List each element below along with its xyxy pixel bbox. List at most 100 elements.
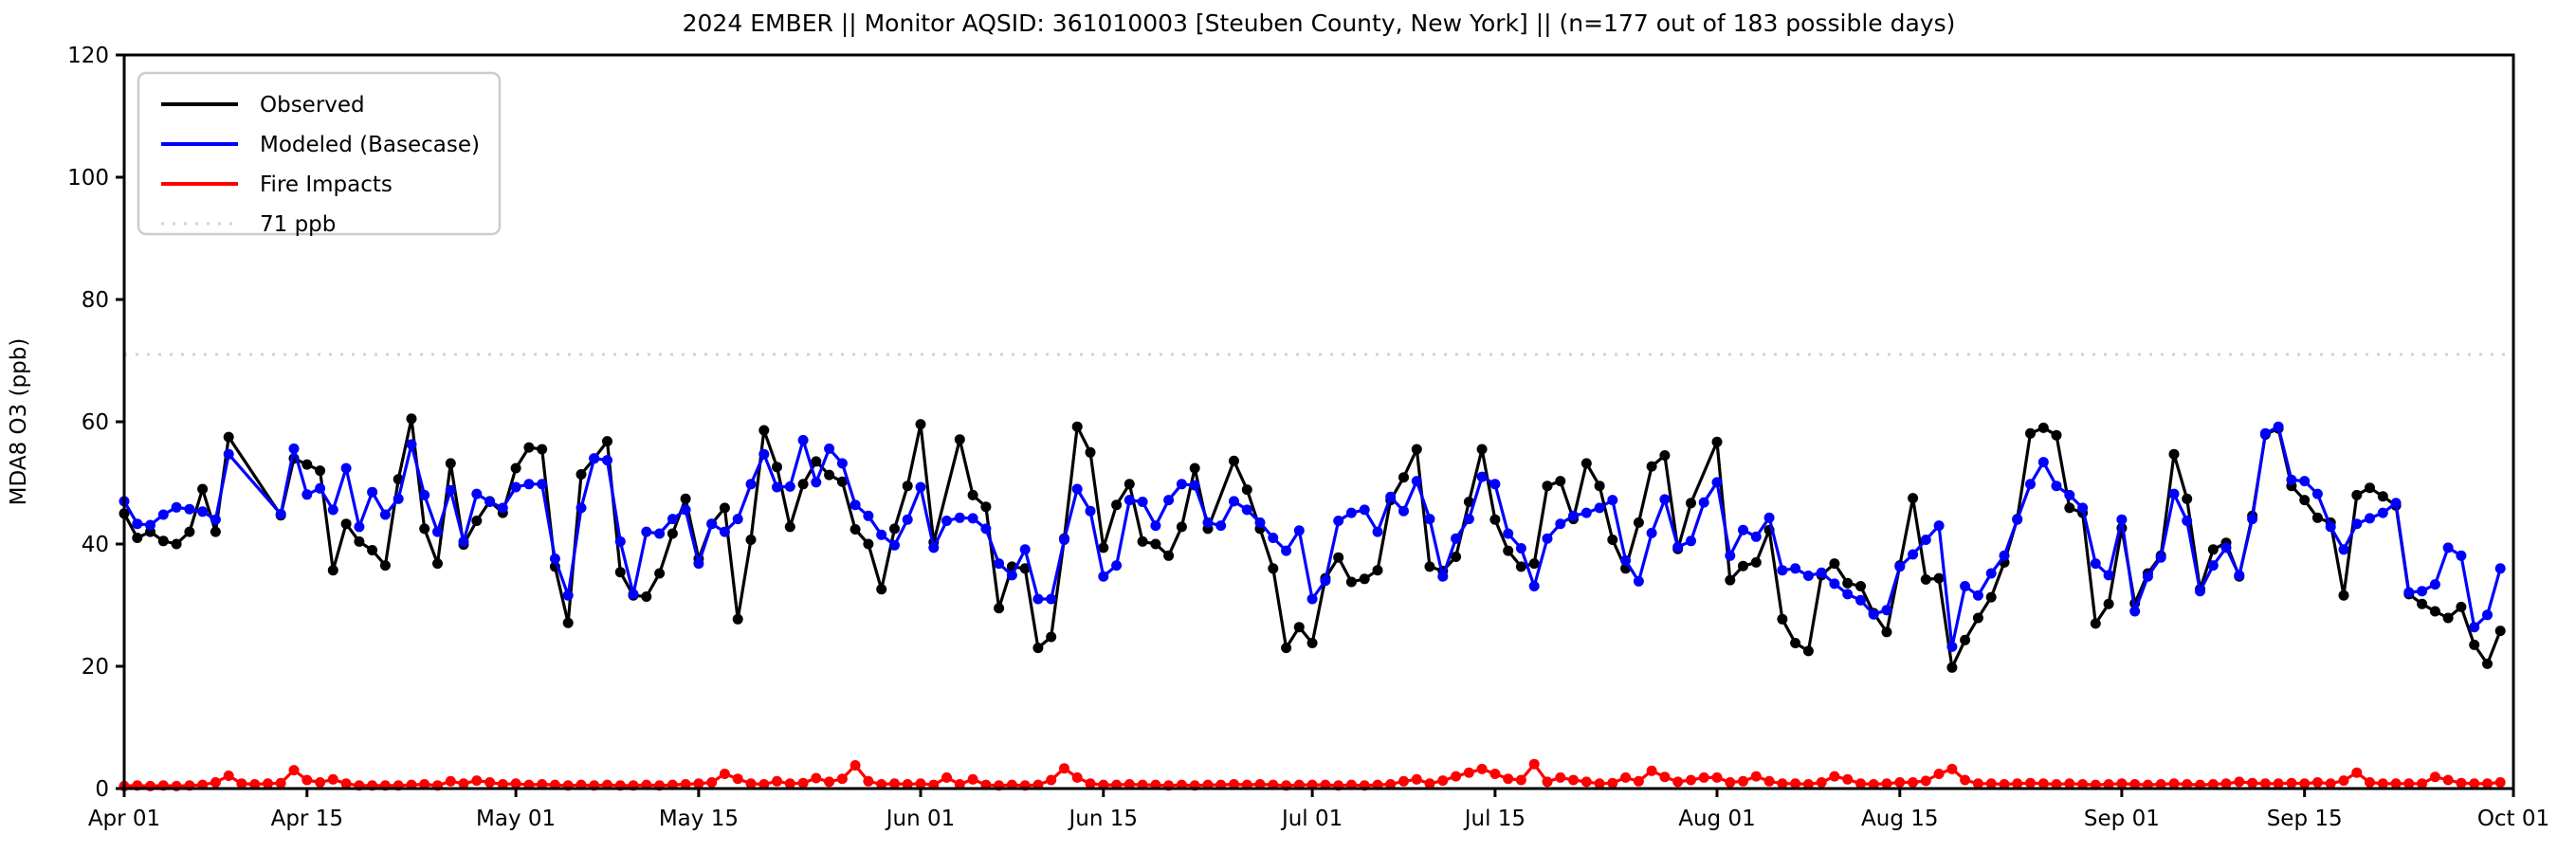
fire-impacts-point [2220, 778, 2232, 789]
fire-impacts-point [954, 779, 965, 789]
modeled-basecase-point [2259, 427, 2271, 439]
fire-impacts-point [1568, 774, 1579, 786]
fire-impacts-point [537, 779, 548, 789]
fire-impacts-point [1633, 775, 1644, 787]
x-tick-label: Jul 01 [1280, 807, 1343, 831]
modeled-basecase-point [1686, 535, 1696, 547]
modeled-basecase-point [367, 486, 378, 498]
modeled-basecase-point [1111, 560, 1123, 572]
modeled-basecase-point [954, 512, 965, 523]
modeled-basecase-point [928, 542, 940, 554]
observed-point [1686, 498, 1696, 509]
modeled-basecase-point [2182, 516, 2193, 526]
modeled-basecase-point [902, 514, 913, 525]
fire-impacts-point [2417, 778, 2428, 789]
fire-impacts-point [1646, 765, 1657, 776]
observed-point [1738, 560, 1748, 572]
modeled-basecase-point [1451, 533, 1462, 544]
fire-impacts-point [1059, 763, 1069, 774]
observed-point [654, 568, 666, 579]
observed-point [223, 431, 234, 443]
observed-point [1515, 561, 1526, 572]
modeled-basecase-point [1320, 575, 1331, 587]
observed-markers [119, 413, 2506, 673]
modeled-basecase-point [1372, 526, 1383, 537]
observed-point [2037, 422, 2049, 433]
modeled-basecase-point [1398, 505, 1409, 517]
modeled-basecase-point [1268, 533, 1279, 543]
modeled-basecase-point [1333, 516, 1344, 526]
modeled-basecase-point [2012, 514, 2023, 525]
observed-point [863, 538, 874, 550]
modeled-basecase-point [1503, 528, 1514, 539]
modeled-basecase-point [132, 518, 143, 530]
modeled-basecase-point [575, 502, 587, 514]
observed-point [1503, 545, 1514, 556]
modeled-basecase-point [2168, 488, 2180, 499]
observed-point [1071, 421, 1083, 432]
modeled-basecase-point [2469, 622, 2480, 633]
fire-impacts-point [263, 778, 273, 789]
fire-impacts-point [2403, 778, 2415, 789]
modeled-basecase-point [784, 481, 795, 492]
y-tick-label: 0 [95, 777, 109, 802]
modeled-basecase-point [562, 590, 574, 601]
observed-point [1124, 479, 1135, 490]
modeled-basecase-point [1215, 520, 1227, 532]
observed-point [1111, 499, 1123, 511]
legend-label: 71 ppb [260, 212, 336, 237]
observed-point [1946, 662, 1958, 673]
observed-point [2103, 598, 2114, 609]
legend-box [137, 71, 502, 236]
observed-point [915, 419, 926, 430]
modeled-basecase-point [354, 521, 365, 533]
observed-point [510, 463, 521, 474]
observed-point [2482, 658, 2493, 669]
observed-point [719, 502, 730, 514]
observed-point [1489, 514, 1501, 525]
fire-impacts-point [1580, 776, 1592, 788]
observed-point [354, 535, 365, 547]
modeled-basecase-point [915, 481, 926, 493]
fire-impacts-point [2442, 774, 2454, 786]
observed-point [2456, 601, 2467, 612]
modeled-basecase-point [1345, 507, 1357, 518]
modeled-basecase-point [145, 519, 155, 531]
modeled-basecase-point [471, 488, 483, 499]
observed-point [1333, 552, 1344, 563]
modeled-basecase-point [197, 506, 209, 517]
fire-impacts-point [419, 779, 430, 789]
modeled-basecase-point [1463, 514, 1474, 525]
modeled-basecase-point [1711, 477, 1723, 488]
observed-point [1528, 558, 1540, 570]
modeled-basecase-point [1046, 593, 1057, 605]
observed-point [2182, 493, 2193, 504]
observed-point [132, 533, 143, 543]
fire-impacts-point [2390, 778, 2402, 789]
fire-impacts-point [1451, 771, 1462, 782]
observed-point [1189, 463, 1200, 474]
observed-point [1933, 572, 1945, 584]
observed-point [157, 535, 169, 547]
fire-impacts-point [902, 779, 913, 789]
modeled-basecase-point [2247, 514, 2258, 525]
modeled-basecase-point [1763, 512, 1775, 523]
fire-impacts-point [2234, 776, 2245, 788]
modeled-basecase-point [1777, 565, 1788, 576]
observed-point [2417, 598, 2428, 609]
fire-impacts-point [2365, 777, 2375, 788]
modeled-basecase-point [2195, 586, 2205, 597]
modeled-basecase-point [2417, 586, 2428, 597]
modeled-basecase-point [2116, 514, 2128, 525]
modeled-basecase-point [1738, 524, 1748, 535]
modeled-basecase-point [2429, 579, 2440, 590]
observed-point [1842, 577, 1854, 589]
modeled-basecase-point [876, 529, 887, 540]
observed-point [850, 524, 861, 535]
modeled-basecase-point [315, 482, 326, 494]
y-axis-label: MDA8 O3 (ppb) [7, 338, 31, 506]
x-tick-label: Apr 15 [271, 807, 343, 831]
modeled-basecase-point [836, 458, 848, 469]
modeled-basecase-point [1985, 568, 1997, 579]
observed-point [602, 436, 612, 447]
